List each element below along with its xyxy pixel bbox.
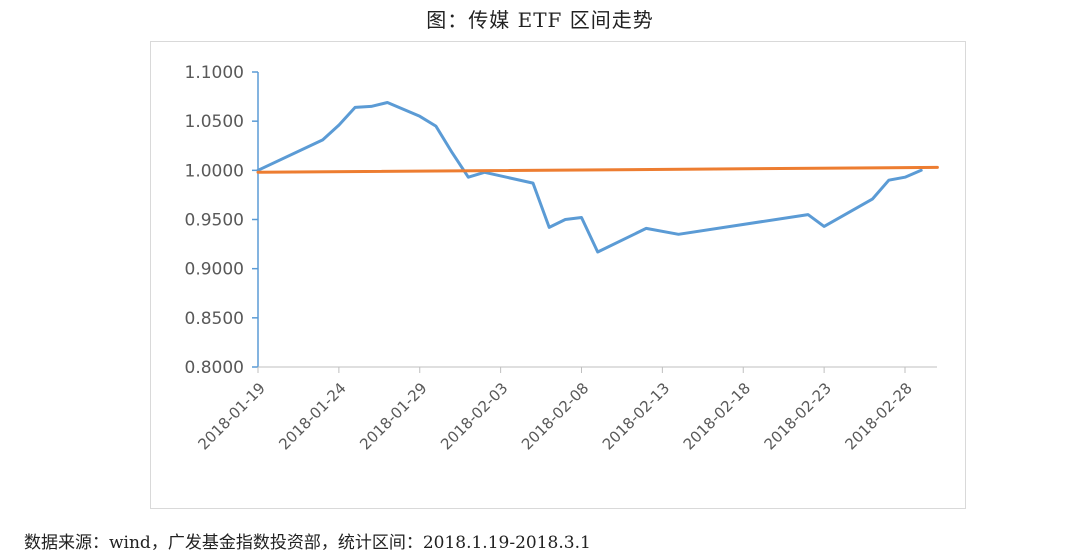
x-tick-label: 2018-02-13 (599, 379, 673, 453)
x-tick-label: 2018-01-29 (356, 379, 430, 453)
y-tick-label: 1.0000 (185, 161, 244, 181)
y-tick-label: 1.0500 (185, 112, 244, 132)
x-tick-label: 2018-02-23 (761, 379, 835, 453)
x-tick-label: 2018-02-08 (518, 379, 592, 453)
x-tick-label: 2018-01-24 (275, 379, 349, 453)
y-tick-label: 0.9500 (185, 211, 244, 231)
x-tick-label: 2018-02-18 (680, 379, 754, 453)
x-tick-label: 2018-01-19 (194, 379, 268, 453)
series-line-1 (256, 101, 923, 254)
series-line-2 (256, 165, 939, 174)
y-tick-label: 0.8000 (185, 358, 244, 378)
chart-title: 图：传媒 ETF 区间走势 (426, 8, 654, 32)
source-note: 数据来源：wind，广发基金指数投资部，统计区间：2018.1.19-2018.… (24, 533, 591, 553)
chart-frame (150, 41, 966, 509)
x-tick-label: 2018-02-28 (841, 379, 915, 453)
axes (252, 71, 937, 373)
y-tick-label: 0.8500 (185, 309, 244, 329)
series-lines (256, 101, 939, 254)
y-tick-labels: 0.8000 0.8500 0.9000 0.9500 1.0000 1.0500 1.10… (185, 63, 244, 378)
x-tick-label: 2018-02-03 (437, 379, 511, 453)
y-tick-label: 0.9000 (185, 260, 244, 280)
y-tick-label: 1.1000 (185, 63, 244, 83)
x-tick-labels: 2018-01-19 2018-01-24 2018-01-29 2018-02-03… (194, 379, 915, 453)
